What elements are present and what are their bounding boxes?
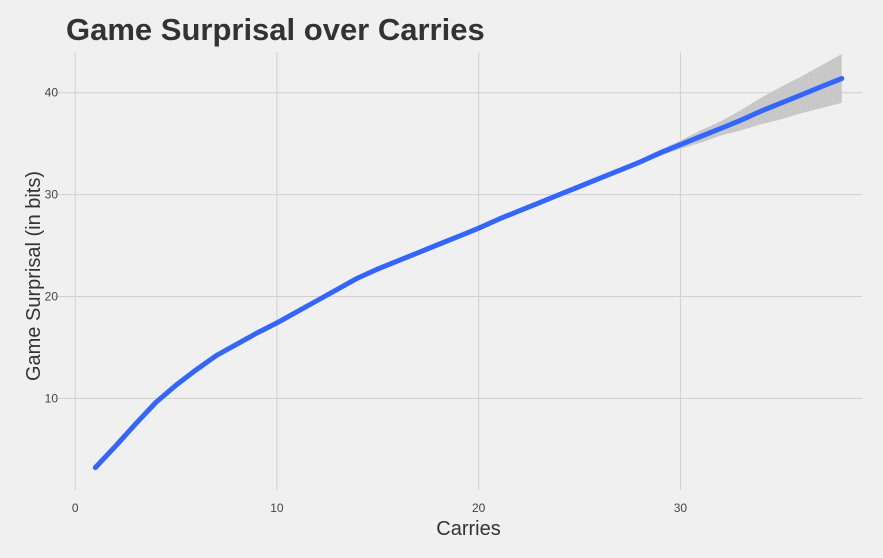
y-tick-label: 40	[45, 86, 59, 100]
y-axis-label: Game Surprisal (in bits)	[23, 171, 45, 381]
x-tick-label: 20	[472, 501, 486, 515]
chart-title: Game Surprisal over Carries	[66, 12, 485, 47]
x-tick-label: 0	[72, 501, 79, 515]
y-tick-label: 20	[45, 289, 59, 303]
x-axis-label: Carries	[436, 518, 500, 540]
series-line	[92, 76, 845, 471]
y-tick-label: 10	[45, 391, 59, 405]
confidence-band	[95, 54, 842, 468]
y-tick-label: 30	[45, 188, 59, 202]
x-tick-label: 30	[674, 501, 688, 515]
x-tick-label: 10	[270, 501, 284, 515]
